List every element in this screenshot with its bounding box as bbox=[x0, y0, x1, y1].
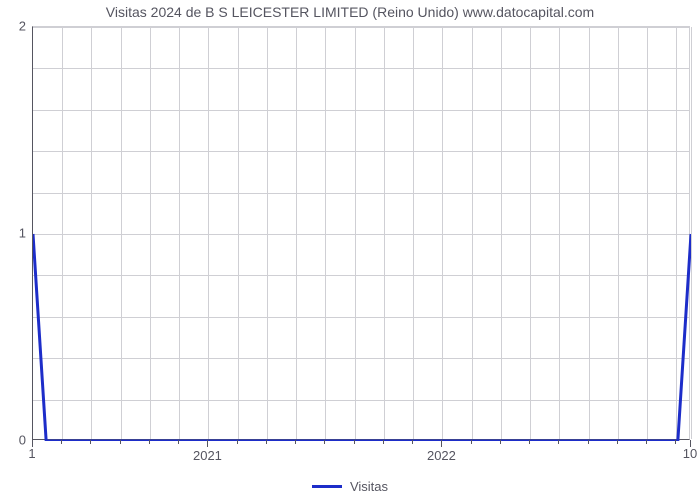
y-tick-label: 1 bbox=[6, 226, 26, 241]
x-tick-minor bbox=[266, 440, 267, 444]
plot-area bbox=[32, 26, 690, 440]
y-tick-label: 2 bbox=[6, 19, 26, 34]
legend-swatch bbox=[312, 485, 342, 488]
x-tick-minor bbox=[646, 440, 647, 444]
chart-container: Visitas 2024 de B S LEICESTER LIMITED (R… bbox=[0, 0, 700, 500]
x-tick-minor bbox=[149, 440, 150, 444]
x-tick-minor bbox=[237, 440, 238, 444]
x-tick-minor bbox=[324, 440, 325, 444]
x-tick-major bbox=[207, 440, 208, 447]
chart-title: Visitas 2024 de B S LEICESTER LIMITED (R… bbox=[0, 4, 700, 20]
x-tick-minor bbox=[383, 440, 384, 444]
x-tick-minor bbox=[617, 440, 618, 444]
x-tick-minor bbox=[90, 440, 91, 444]
series-line bbox=[33, 27, 691, 441]
y-tick-label: 0 bbox=[6, 433, 26, 448]
x-tick-minor bbox=[178, 440, 179, 444]
x-tick-minor bbox=[295, 440, 296, 444]
legend-label: Visitas bbox=[350, 479, 388, 494]
x-tick-label: 2022 bbox=[427, 448, 456, 463]
grid-line-v bbox=[691, 27, 692, 439]
x-tick-major bbox=[441, 440, 442, 447]
x-tick-minor bbox=[529, 440, 530, 444]
x-tick-minor bbox=[412, 440, 413, 444]
x-tick-label: 1 bbox=[28, 446, 35, 461]
x-tick-minor bbox=[558, 440, 559, 444]
x-tick-label: 10 bbox=[683, 446, 697, 461]
legend-item: Visitas bbox=[312, 479, 388, 494]
x-tick-minor bbox=[354, 440, 355, 444]
legend: Visitas bbox=[0, 475, 700, 494]
x-tick-minor bbox=[675, 440, 676, 444]
x-tick-minor bbox=[500, 440, 501, 444]
x-tick-label: 2021 bbox=[193, 448, 222, 463]
x-tick-minor bbox=[120, 440, 121, 444]
x-tick-minor bbox=[471, 440, 472, 444]
x-tick-minor bbox=[61, 440, 62, 444]
x-tick-minor bbox=[588, 440, 589, 444]
